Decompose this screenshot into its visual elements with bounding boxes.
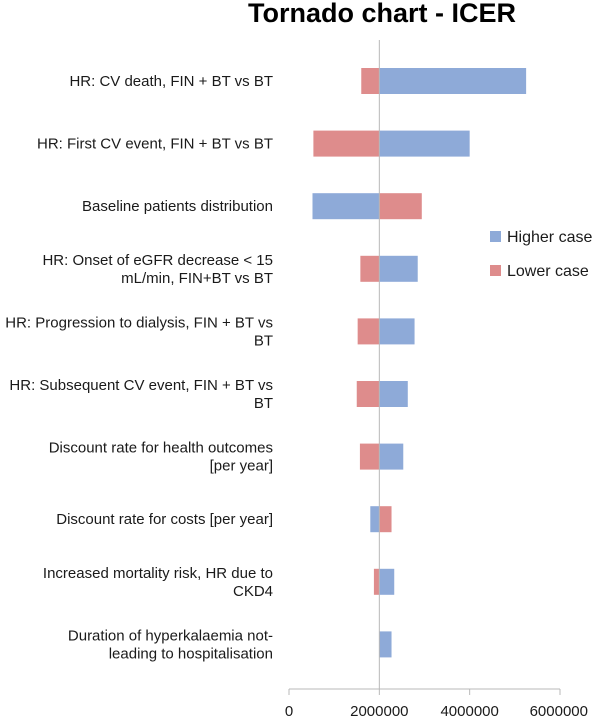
legend-label-1: Lower case <box>507 263 589 280</box>
bar-lower-6 <box>359 443 380 470</box>
bar-higher-0 <box>379 68 527 94</box>
x-tick-label-2: 4000000 <box>440 703 498 720</box>
category-label-3: HR: Onset of eGFR decrease < 15 mL/min, F… <box>42 252 273 287</box>
bar-lower-0 <box>361 68 380 94</box>
category-label-8: Increased mortality risk, HR due to CKD4 <box>43 565 273 600</box>
category-labels: HR: CV death, FIN + BT vs BT HR: First CV… <box>5 73 273 662</box>
bar-higher-1 <box>379 130 470 157</box>
chart-title: Tornado chart - ICER <box>248 0 516 28</box>
x-axis: 0 2000000 4000000 6000000 <box>285 688 588 720</box>
category-label-0: HR: CV death, FIN + BT vs BT <box>69 73 273 90</box>
bar-higher-4 <box>379 318 415 345</box>
bar-higher-2 <box>312 193 380 220</box>
category-label-9: Duration of hyperkalaemia not-leading to… <box>68 627 273 662</box>
category-label-4: HR: Progression to dialysis, FIN + BT vs… <box>5 314 273 349</box>
x-tick-label-1: 2000000 <box>350 703 408 720</box>
bars <box>312 68 527 658</box>
bar-higher-6 <box>379 443 404 470</box>
bar-higher-7 <box>370 506 380 533</box>
bar-higher-5 <box>379 381 408 407</box>
bar-lower-1 <box>313 130 380 157</box>
category-label-7: Discount rate for costs [per year] <box>56 511 273 528</box>
category-label-6: Discount rate for health outcomes [per ye… <box>49 440 273 475</box>
bar-lower-7 <box>379 506 392 533</box>
legend-label-0: Higher case <box>507 229 592 246</box>
bar-lower-3 <box>360 255 380 282</box>
x-tick-label-0: 0 <box>285 703 293 720</box>
bar-lower-5 <box>356 381 380 407</box>
x-tick-label-3: 6000000 <box>530 703 588 720</box>
bar-lower-8 <box>373 568 380 595</box>
bar-higher-8 <box>379 568 395 595</box>
bar-lower-4 <box>357 318 380 345</box>
category-label-5: HR: Subsequent CV event, FIN + BT vs BT <box>9 377 273 412</box>
bar-higher-3 <box>379 255 418 282</box>
bar-lower-2 <box>379 193 422 220</box>
bar-higher-9 <box>379 631 392 658</box>
legend: Higher case Lower case <box>490 229 592 280</box>
legend-swatch-1 <box>490 265 501 276</box>
category-label-2: Baseline patients distribution <box>82 198 273 215</box>
category-label-1: HR: First CV event, FIN + BT vs BT <box>37 136 273 153</box>
legend-swatch-0 <box>490 231 501 242</box>
